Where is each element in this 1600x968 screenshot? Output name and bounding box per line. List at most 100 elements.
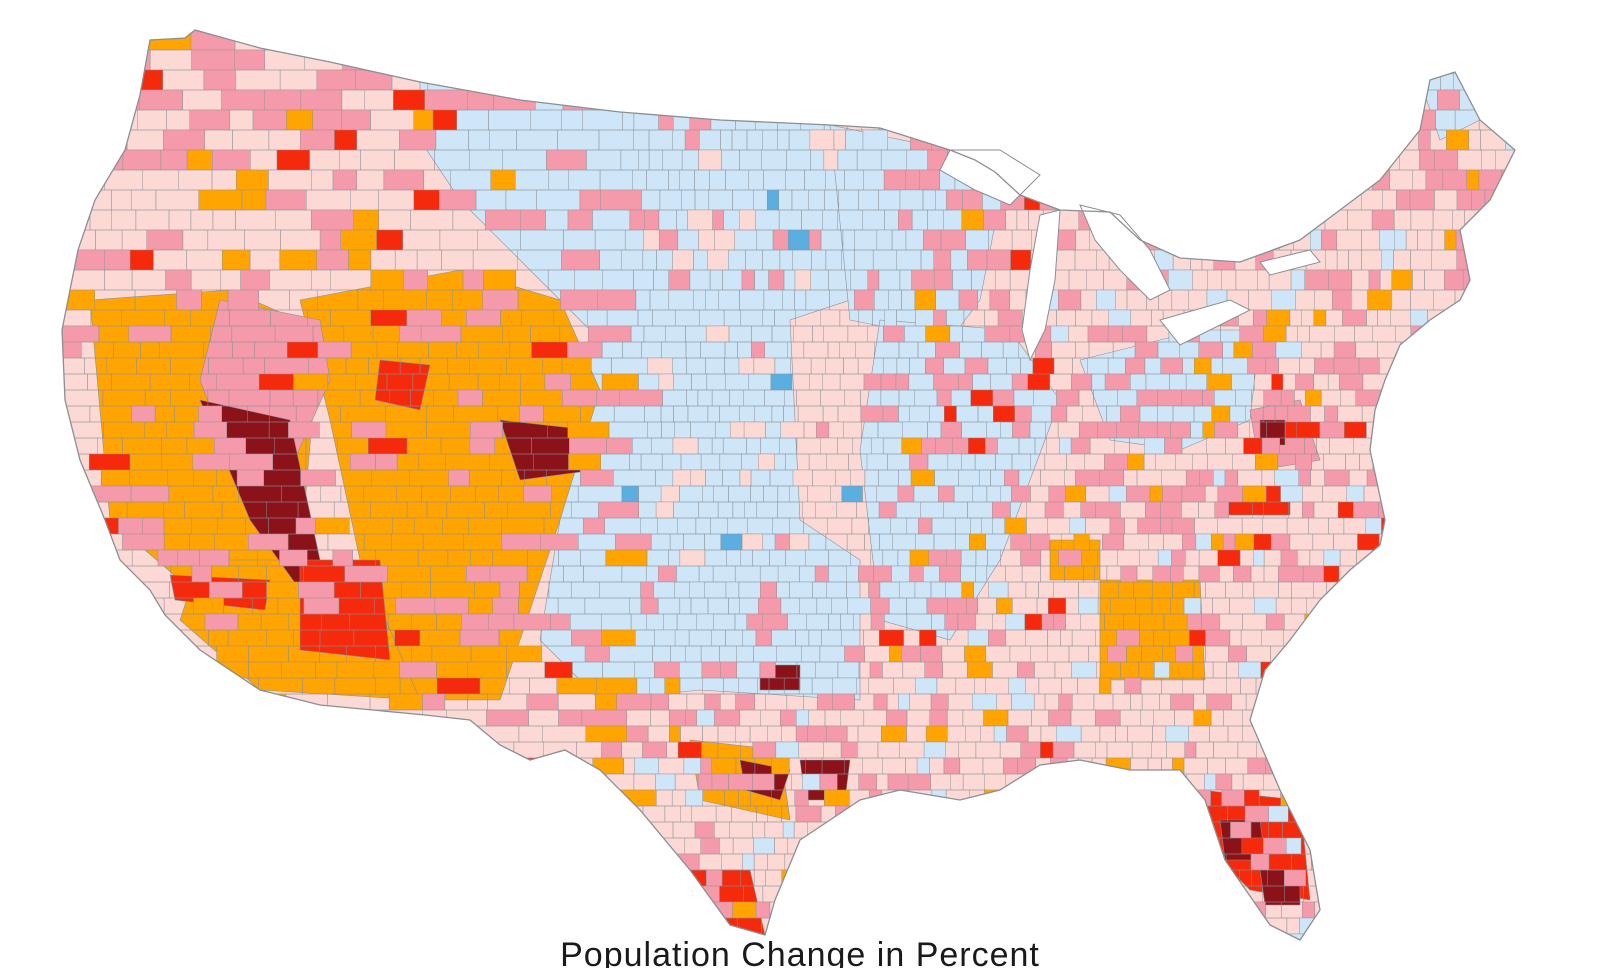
county-cell [1107,325,1123,343]
county-cell [1104,109,1122,131]
county-cell [993,725,1007,743]
county-cell [1317,693,1337,711]
county-cell [689,109,712,131]
county-cell [760,89,784,111]
county-cell [1400,885,1419,903]
county-cell [1030,109,1055,131]
county-cell [1466,645,1487,663]
county-cell [1024,69,1042,91]
county-cell [862,129,888,151]
county-cell [1346,485,1365,503]
county-cell [1449,357,1473,375]
county-cell [391,869,424,887]
county-cell [412,30,437,51]
county-cell [96,773,136,791]
county-cell [916,821,939,839]
county-cell [1134,341,1159,359]
county-cell [1348,885,1364,903]
county-cell [376,229,403,251]
county-cell [1388,725,1406,743]
county-cell [894,789,909,807]
county-cell [1518,902,1537,918]
county-cell [819,69,842,91]
county-cell [159,853,199,871]
county-cell [1480,269,1501,291]
county-cell [1031,405,1052,423]
county-cell [1349,789,1366,807]
county-cell [241,885,276,903]
county-cell [1342,597,1358,615]
county-cell [1344,149,1361,171]
county-cell [1256,209,1273,231]
county-cell [920,645,943,663]
county-cell [945,69,963,91]
county-cell [182,789,220,807]
county-cell [746,613,763,631]
county-cell [1317,709,1336,727]
county-cell [1291,129,1317,151]
county-cell [1266,49,1283,71]
county-cell [62,853,83,871]
county-cell [1011,485,1031,503]
county-cell [1234,533,1254,551]
county-cell [1247,757,1266,775]
county-cell [1072,901,1096,919]
county-cell [966,597,978,615]
county-cell [193,597,224,615]
county-cell [864,901,884,919]
county-cell [948,869,968,887]
county-cell [1249,49,1268,71]
county-cell [1501,169,1515,191]
county-cell [983,709,1009,727]
county-cell [992,501,1011,519]
county-cell [1160,517,1173,535]
county-cell [1286,209,1300,231]
county-cell [332,169,357,191]
county-cell [767,189,779,211]
county-cell [694,821,715,839]
county-cell [1243,69,1265,91]
county-cell [1193,709,1212,727]
county-cell [1368,869,1383,887]
county-cell [1087,821,1110,839]
county-cell [1346,613,1364,631]
county-cell [616,693,652,711]
county-cell [915,677,938,695]
county-cell [1098,885,1121,903]
county-cell [1326,805,1341,823]
county-cell [1410,389,1424,407]
county-cell [909,453,929,471]
county-cell [1176,149,1198,171]
county-cell [1501,917,1515,935]
county-cell [1078,597,1099,615]
county-cell [1333,357,1360,375]
county-cell [958,373,973,391]
county-cell [1117,149,1140,171]
county-cell [300,89,343,111]
county-cell [218,789,264,807]
county-cell [979,853,993,871]
county-cell [1511,49,1515,71]
county-cell [741,269,755,291]
county-cell [399,661,437,679]
county-cell [138,629,179,647]
county-cell [103,613,133,631]
county-cell [962,69,979,91]
county-cell [1108,485,1127,503]
county-cell [662,869,682,887]
county-cell [655,501,674,519]
county-cell [1242,89,1259,111]
county-cell [1152,837,1172,855]
county-cell [690,469,706,487]
county-cell [1492,789,1509,807]
county-cell [1330,901,1349,919]
county-cell [919,629,937,647]
county-cell [1484,885,1499,903]
county-cell [1058,693,1073,711]
county-cell [1186,69,1203,91]
county-cell [414,517,443,535]
county-cell [1383,629,1403,647]
county-cell [898,209,913,231]
county-cell [1478,169,1502,191]
county-cell [1001,869,1016,887]
